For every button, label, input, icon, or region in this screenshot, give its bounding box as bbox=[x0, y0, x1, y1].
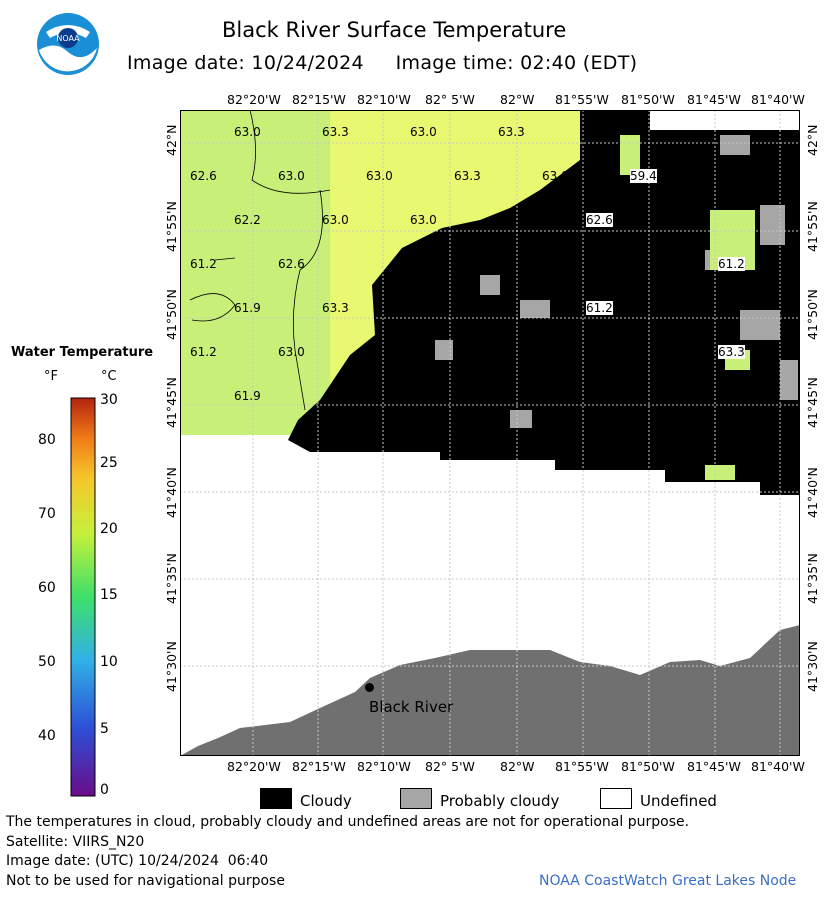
lon-label-top: 82°15'W bbox=[292, 92, 346, 107]
lat-label-left: 41°30'N bbox=[164, 641, 179, 692]
lon-label-top: 81°40'W bbox=[751, 92, 805, 107]
temperature-label: 63.3 bbox=[498, 125, 525, 139]
lat-label-left: 42°N bbox=[164, 124, 179, 156]
cloudy-swatch bbox=[260, 788, 292, 809]
lat-label-right: 41°30'N bbox=[805, 641, 820, 692]
lon-label-bottom: 82°20'W bbox=[227, 759, 281, 774]
navigation-warning: Not to be used for navigational purpose bbox=[6, 873, 285, 889]
legend-f-tick: 80 bbox=[38, 432, 56, 448]
lon-label-top: 81°50'W bbox=[621, 92, 675, 107]
temperature-map bbox=[180, 110, 800, 756]
image-date-time: Image date: 10/24/2024 Image time: 02:40… bbox=[127, 52, 638, 74]
legend-c-tick: 5 bbox=[100, 721, 109, 737]
temperature-label: 63.0 bbox=[234, 125, 261, 139]
lat-label-right: 41°35'N bbox=[805, 553, 820, 604]
legend-c-tick: 15 bbox=[100, 587, 118, 603]
temperature-label: 62.2 bbox=[234, 213, 261, 227]
legend-f-tick: 40 bbox=[38, 728, 56, 744]
lat-label-left: 41°50'N bbox=[164, 289, 179, 340]
legend-c-tick: 20 bbox=[100, 521, 118, 537]
temperature-label: 63.0 bbox=[410, 213, 437, 227]
cloudy-key-label: Cloudy bbox=[300, 792, 352, 810]
color-scale-bar bbox=[70, 397, 96, 797]
utc-date-text: Image date: (UTC) 10/24/2024 06:40 bbox=[6, 853, 269, 869]
undefined-key-label: Undefined bbox=[640, 792, 717, 810]
undefined-swatch bbox=[600, 788, 632, 809]
legend-f-tick: 60 bbox=[38, 580, 56, 596]
disclaimer-text: The temperatures in cloud, probably clou… bbox=[6, 814, 690, 830]
temperature-label: 61.2 bbox=[718, 257, 745, 271]
map-title: Black River Surface Temperature bbox=[222, 18, 567, 42]
temperature-label: 61.2 bbox=[586, 301, 613, 315]
satellite-text: Satellite: VIIRS_N20 bbox=[6, 834, 145, 850]
lat-label-right: 41°55'N bbox=[805, 201, 820, 252]
temperature-label: 62.6 bbox=[190, 169, 217, 183]
legend-unit-c: °C bbox=[101, 369, 117, 384]
temperature-label: 63.0 bbox=[278, 169, 305, 183]
coastwatch-credit: NOAA CoastWatch Great Lakes Node bbox=[539, 873, 797, 889]
lat-label-left: 41°35'N bbox=[164, 553, 179, 604]
legend-c-tick: 0 bbox=[100, 782, 109, 798]
temperature-label: 63.3 bbox=[454, 169, 481, 183]
lat-label-right: 41°45'N bbox=[805, 377, 820, 428]
temperature-label: 63.3 bbox=[718, 345, 745, 359]
black-river-label: Black River bbox=[369, 698, 454, 716]
lon-label-bottom: 81°40'W bbox=[751, 759, 805, 774]
legend-f-tick: 50 bbox=[38, 654, 56, 670]
temperature-label: 62.6 bbox=[278, 257, 305, 271]
legend-title: Water Temperature bbox=[11, 345, 154, 360]
legend-c-tick: 30 bbox=[100, 392, 118, 408]
lon-label-bottom: 82°W bbox=[500, 759, 535, 774]
legend-f-tick: 70 bbox=[38, 506, 56, 522]
lat-label-right: 42°N bbox=[805, 124, 820, 156]
lon-label-bottom: 82°15'W bbox=[292, 759, 346, 774]
temperature-label: 61.9 bbox=[234, 389, 261, 403]
black-river-marker bbox=[365, 683, 374, 692]
lon-label-bottom: 81°45'W bbox=[687, 759, 741, 774]
temperature-label: 59.4 bbox=[630, 169, 657, 183]
temperature-label: 61.9 bbox=[234, 301, 261, 315]
lat-label-right: 41°40'N bbox=[805, 467, 820, 518]
temperature-label: 63.0 bbox=[542, 169, 569, 183]
legend-unit-f: °F bbox=[44, 369, 58, 384]
temperature-label: 63.0 bbox=[322, 213, 349, 227]
lon-label-bottom: 81°55'W bbox=[555, 759, 609, 774]
temperature-label: 62.6 bbox=[586, 213, 613, 227]
lat-label-right: 41°50'N bbox=[805, 289, 820, 340]
temperature-label: 63.0 bbox=[278, 345, 305, 359]
lon-label-top: 82° 5'W bbox=[425, 92, 475, 107]
land-region bbox=[180, 625, 800, 756]
temperature-label: 63.0 bbox=[366, 169, 393, 183]
svg-text:NOAA: NOAA bbox=[56, 34, 80, 43]
probably-cloudy-swatch bbox=[400, 788, 432, 809]
lat-label-left: 41°40'N bbox=[164, 467, 179, 518]
lon-label-bottom: 82° 5'W bbox=[425, 759, 475, 774]
temperature-label: 63.0 bbox=[410, 125, 437, 139]
lon-label-top: 82°W bbox=[500, 92, 535, 107]
temperature-label: 61.2 bbox=[190, 257, 217, 271]
lat-label-left: 41°55'N bbox=[164, 201, 179, 252]
probably-cloudy-key-label: Probably cloudy bbox=[440, 792, 560, 810]
legend-c-tick: 10 bbox=[100, 654, 118, 670]
map-grid bbox=[180, 110, 800, 756]
lon-label-top: 81°45'W bbox=[687, 92, 741, 107]
temperature-label: 61.2 bbox=[190, 345, 217, 359]
lon-label-bottom: 81°50'W bbox=[621, 759, 675, 774]
lon-label-bottom: 82°10'W bbox=[357, 759, 411, 774]
noaa-logo: NOAA bbox=[37, 13, 99, 75]
legend-c-tick: 25 bbox=[100, 455, 118, 471]
temperature-label: 63.3 bbox=[322, 301, 349, 315]
lon-label-top: 81°55'W bbox=[555, 92, 609, 107]
temperature-label: 63.3 bbox=[322, 125, 349, 139]
lon-label-top: 82°20'W bbox=[227, 92, 281, 107]
lon-label-top: 82°10'W bbox=[357, 92, 411, 107]
isotherm-contours bbox=[189, 110, 331, 411]
lat-label-left: 41°45'N bbox=[164, 377, 179, 428]
